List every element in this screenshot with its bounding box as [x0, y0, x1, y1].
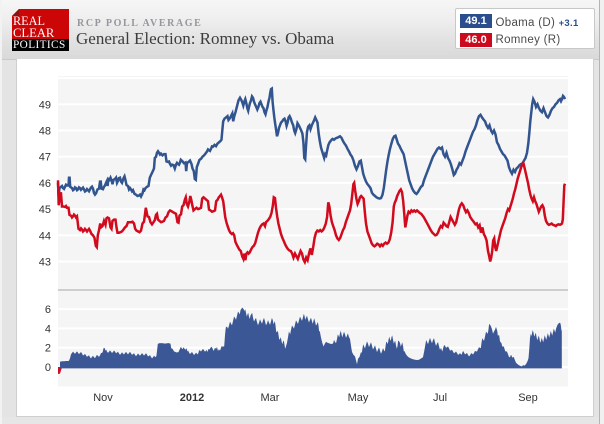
svg-text:43: 43	[39, 257, 51, 269]
svg-text:44: 44	[39, 230, 51, 242]
svg-text:Sep: Sep	[518, 392, 538, 404]
svg-text:6: 6	[45, 304, 51, 316]
svg-text:2: 2	[45, 343, 51, 355]
svg-text:45: 45	[39, 204, 51, 216]
svg-text:Jul: Jul	[433, 392, 447, 404]
svg-text:May: May	[348, 392, 369, 404]
svg-text:Nov: Nov	[93, 392, 113, 404]
svg-text:2012: 2012	[180, 392, 204, 404]
svg-text:4: 4	[45, 323, 51, 335]
svg-text:46: 46	[39, 178, 51, 190]
svg-text:Mar: Mar	[261, 392, 280, 404]
svg-text:49: 49	[39, 99, 51, 111]
svg-text:47: 47	[39, 152, 51, 164]
svg-text:48: 48	[39, 126, 51, 138]
svg-text:0: 0	[45, 362, 51, 374]
